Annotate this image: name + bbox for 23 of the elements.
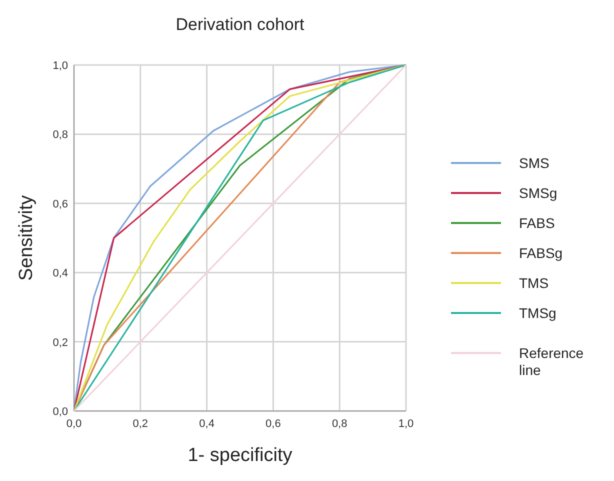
x-tick-label: 0,2 [132,418,148,430]
y-axis-title: Sensitivity [16,194,37,281]
x-axis-title: 1- specificity [188,445,293,466]
legend-label: SMS [519,155,550,171]
y-tick-label: 0,8 [52,129,68,142]
y-tick-label: 0,4 [52,268,68,280]
legend-label: TMSg [519,305,556,321]
x-tick-label: 0,0 [66,418,82,430]
chart-title: Derivation cohort [176,15,305,34]
legend-label: FABSg [519,245,563,261]
legend-label: TMS [519,275,549,291]
x-tick-label: 0,4 [199,418,214,430]
x-tick-label: 0,6 [266,418,281,430]
legend-label: SMSg [519,185,558,201]
x-tick-label: 0,8 [332,418,348,430]
y-tick-label: 0,0 [52,406,68,418]
y-tick-label: 0,6 [52,198,68,210]
x-tick-label: 1,0 [398,418,414,430]
y-tick-label: 1,0 [52,60,68,72]
legend-label: Reference line [519,345,584,378]
y-tick-label: 0,2 [52,336,68,349]
legend-label: FABS [519,215,555,231]
line-series [73,64,407,412]
